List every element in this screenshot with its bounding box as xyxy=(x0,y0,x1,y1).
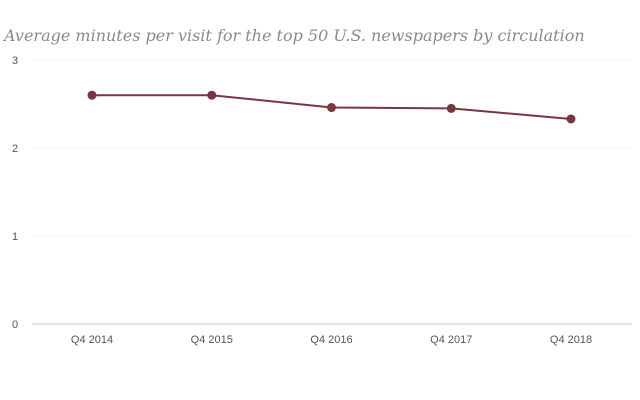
x-tick-label: Q4 2017 xyxy=(430,334,472,346)
y-tick-label: 0 xyxy=(12,319,18,331)
x-tick-label: Q4 2018 xyxy=(550,334,592,346)
x-tick-label: Q4 2016 xyxy=(310,334,352,346)
data-point xyxy=(327,103,336,113)
series xyxy=(87,90,576,124)
y-tick-label: 3 xyxy=(12,55,18,67)
y-tick-label: 1 xyxy=(12,231,18,243)
x-tick-label: Q4 2015 xyxy=(191,334,233,346)
chart-title: Average minutes per visit for the top 50… xyxy=(4,26,585,45)
y-tick-label: 2 xyxy=(12,143,18,155)
data-point xyxy=(87,90,97,100)
data-point xyxy=(446,103,456,113)
x-axis-ticks: Q4 2014 Q4 2015 Q4 2016 Q4 2017 Q4 2018 xyxy=(71,334,592,346)
data-point xyxy=(207,90,217,100)
x-tick-label: Q4 2014 xyxy=(71,334,113,346)
data-point xyxy=(566,114,576,124)
gridlines xyxy=(32,59,632,325)
y-axis-ticks: 0 1 2 3 xyxy=(12,55,18,331)
